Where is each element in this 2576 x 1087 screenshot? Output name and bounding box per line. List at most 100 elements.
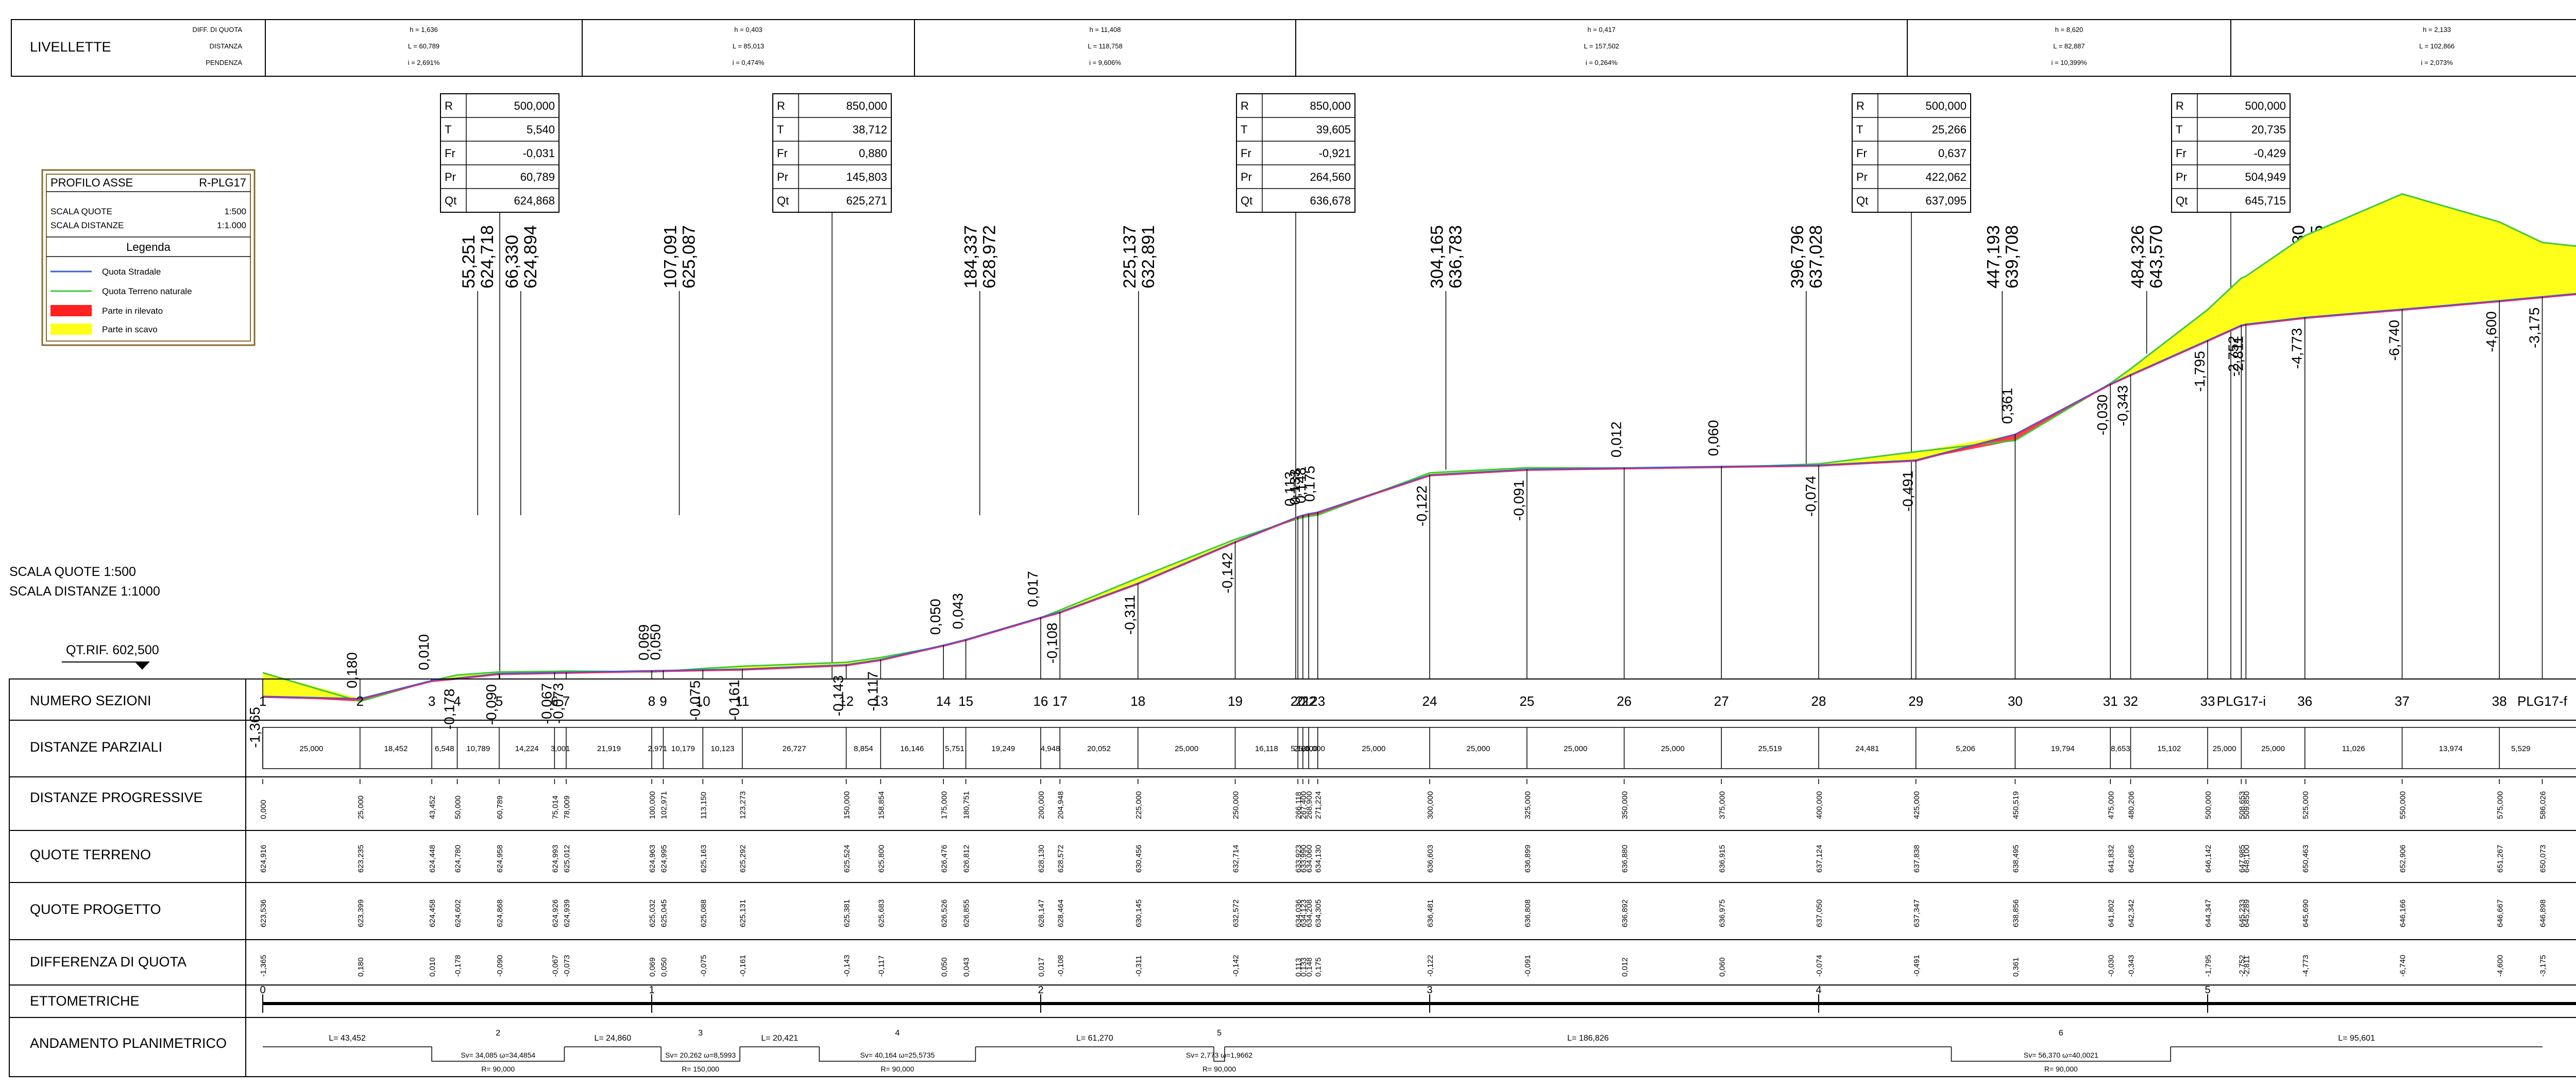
- quota-progetto: 645,233: [2238, 899, 2246, 927]
- curve-param-value: 636,678: [1310, 194, 1351, 207]
- livelletta-h: h = 0,403: [734, 26, 762, 33]
- diff-label: 0,012: [1608, 421, 1624, 457]
- quota-terreno: 647,985: [2238, 845, 2246, 873]
- section-number: 17: [1053, 693, 1067, 709]
- quota-terreno: 641,832: [2107, 845, 2115, 873]
- curve-param-key: Qt: [1241, 194, 1252, 207]
- curve-param-key: Fr: [2176, 147, 2187, 160]
- quota-terreno: 624,958: [496, 845, 504, 873]
- quota-progetto: 625,381: [843, 899, 852, 927]
- quota-terreno: 630,456: [1134, 845, 1143, 873]
- progressive-distance: 60,789: [496, 795, 504, 819]
- diff-label: -0,343: [2115, 385, 2131, 426]
- quota-progetto: 630,145: [1134, 899, 1143, 927]
- curve-param-value: 20,735: [2251, 123, 2286, 136]
- curve-param-value: 625,271: [846, 194, 887, 207]
- quota-progetto: 636,892: [1621, 899, 1630, 927]
- quota-terreno: 632,714: [1232, 845, 1241, 873]
- diff-label: 0,060: [1705, 420, 1721, 456]
- progressive-distance: 250,000: [1232, 791, 1241, 819]
- livelletta-i: i = 2,073%: [2421, 59, 2453, 66]
- section-number: 6: [551, 693, 558, 709]
- diff-label: -2,752: [2225, 336, 2241, 377]
- quota-progetto: 625,045: [659, 899, 668, 927]
- partial-distance: 5,206: [1956, 744, 1975, 753]
- differenza-quota: -3,175: [2538, 955, 2547, 977]
- plan-curve-params: Sv= 56,370 ω=40,0021: [2024, 1051, 2098, 1059]
- bottom-table: NUMERO SEZIONI DISTANZE PARZIALI DISTANZ…: [9, 678, 2576, 1077]
- progressive-distance: 525,000: [2301, 791, 2310, 819]
- ettometriche-marks: 0123456: [260, 984, 2211, 1013]
- livelletta-i: i = 2,691%: [408, 59, 440, 66]
- differenza-quota: -0,067: [551, 955, 560, 977]
- curve-param-key: Qt: [445, 194, 456, 207]
- section-number: 30: [2008, 693, 2023, 709]
- diff-label: -0,074: [1803, 476, 1819, 517]
- pivot-quota: 636,783: [1446, 225, 1465, 288]
- curve-box: R 850,000 T 38,712 Fr 0,880 Pr 145,803 Qt 625,271: [772, 93, 892, 679]
- curve-param-key: Qt: [2176, 194, 2188, 207]
- progressive-distance: 225,000: [1134, 791, 1143, 819]
- plan-straight-length: L= 20,421: [761, 1034, 798, 1043]
- progressive-distance: 204,948: [1056, 791, 1065, 819]
- differenza-quota: 0,043: [962, 957, 971, 977]
- diff-label: -0,117: [865, 671, 880, 711]
- diff-label: 0,113: [1282, 471, 1298, 506]
- quota-terreno: 636,603: [1426, 845, 1435, 873]
- plan-straight-length: L= 186,826: [1567, 1034, 1609, 1043]
- diff-label: -3,175: [2526, 308, 2542, 348]
- partial-distance: 10,123: [711, 744, 735, 753]
- legend-scale-quote-label: SCALA QUOTE: [50, 207, 112, 216]
- plan-curve-radius: R= 90,000: [880, 1065, 914, 1073]
- diff-label: -0,067: [538, 683, 554, 724]
- diff-label: 0,017: [1025, 571, 1041, 607]
- pivot-distance: 396,796: [1788, 225, 1807, 288]
- quota-progetto: 634,123: [1299, 899, 1308, 927]
- qt-rif-label: QT.RIF. 602,500: [66, 643, 159, 657]
- differenza-quota: -4,773: [2301, 955, 2310, 977]
- section-number: 29: [1908, 693, 1923, 709]
- ettometrica-label: 5: [2205, 984, 2210, 996]
- livelletta-i: i = 0,474%: [733, 59, 765, 66]
- livellette-key-diff: DIFF. DI QUOTA: [192, 26, 242, 33]
- section-number: 14: [936, 693, 951, 709]
- livellette-key-pend: PENDENZA: [206, 59, 242, 66]
- curve-param-value: 0,637: [1938, 147, 1967, 160]
- livelletta-i: i = 10,399%: [2051, 59, 2087, 66]
- curve-param-key: T: [1856, 123, 1863, 136]
- plan-curve-number: 2: [496, 1029, 500, 1038]
- pivot-distance: 107,091: [661, 225, 681, 288]
- quota-terreno: 636,915: [1718, 845, 1726, 873]
- plan-curve: [660, 1047, 740, 1062]
- partial-distance: 25,519: [1758, 744, 1782, 753]
- plan-curve-params: Sv= 34,085 ω=34,4854: [461, 1051, 535, 1059]
- curve-param-key: T: [1241, 123, 1247, 136]
- diff-label: -0,122: [1414, 485, 1430, 526]
- curve-box-frame: [2171, 93, 2291, 213]
- plan-curve-radius: R= 90,000: [1202, 1065, 1236, 1073]
- curve-param-key: R: [445, 99, 453, 112]
- quota-progetto: 636,975: [1718, 899, 1726, 927]
- diff-label: 0,180: [344, 652, 360, 688]
- progressive-distance: 268,900: [1305, 791, 1314, 819]
- quota-progetto: 624,868: [496, 899, 504, 927]
- legend-outer-frame: [41, 169, 256, 346]
- row-label-numero-sezioni: NUMERO SEZIONI: [30, 693, 151, 708]
- progressive-distance: 425,000: [1912, 791, 1921, 819]
- curve-param-key: Pr: [445, 171, 456, 183]
- quota-terreno: 625,163: [699, 845, 708, 873]
- quota-terreno: 636,880: [1621, 845, 1630, 873]
- differenza-quota: -0,491: [1912, 955, 1921, 977]
- partial-distance: 3,001: [551, 744, 570, 753]
- progressive-distance: 267,400: [1299, 791, 1308, 819]
- scale-note-distanze: SCALA DISTANZE 1:1000: [9, 584, 160, 599]
- curve-param-key: R: [1241, 99, 1249, 112]
- quota-progetto: 625,683: [877, 899, 886, 927]
- differenza-quota: 0,148: [1305, 957, 1314, 977]
- diff-label: -0,161: [726, 680, 742, 720]
- progressive-distance: 43,452: [428, 795, 437, 819]
- curve-param-key: Qt: [777, 194, 789, 207]
- differenza-quota: -0,090: [496, 955, 504, 977]
